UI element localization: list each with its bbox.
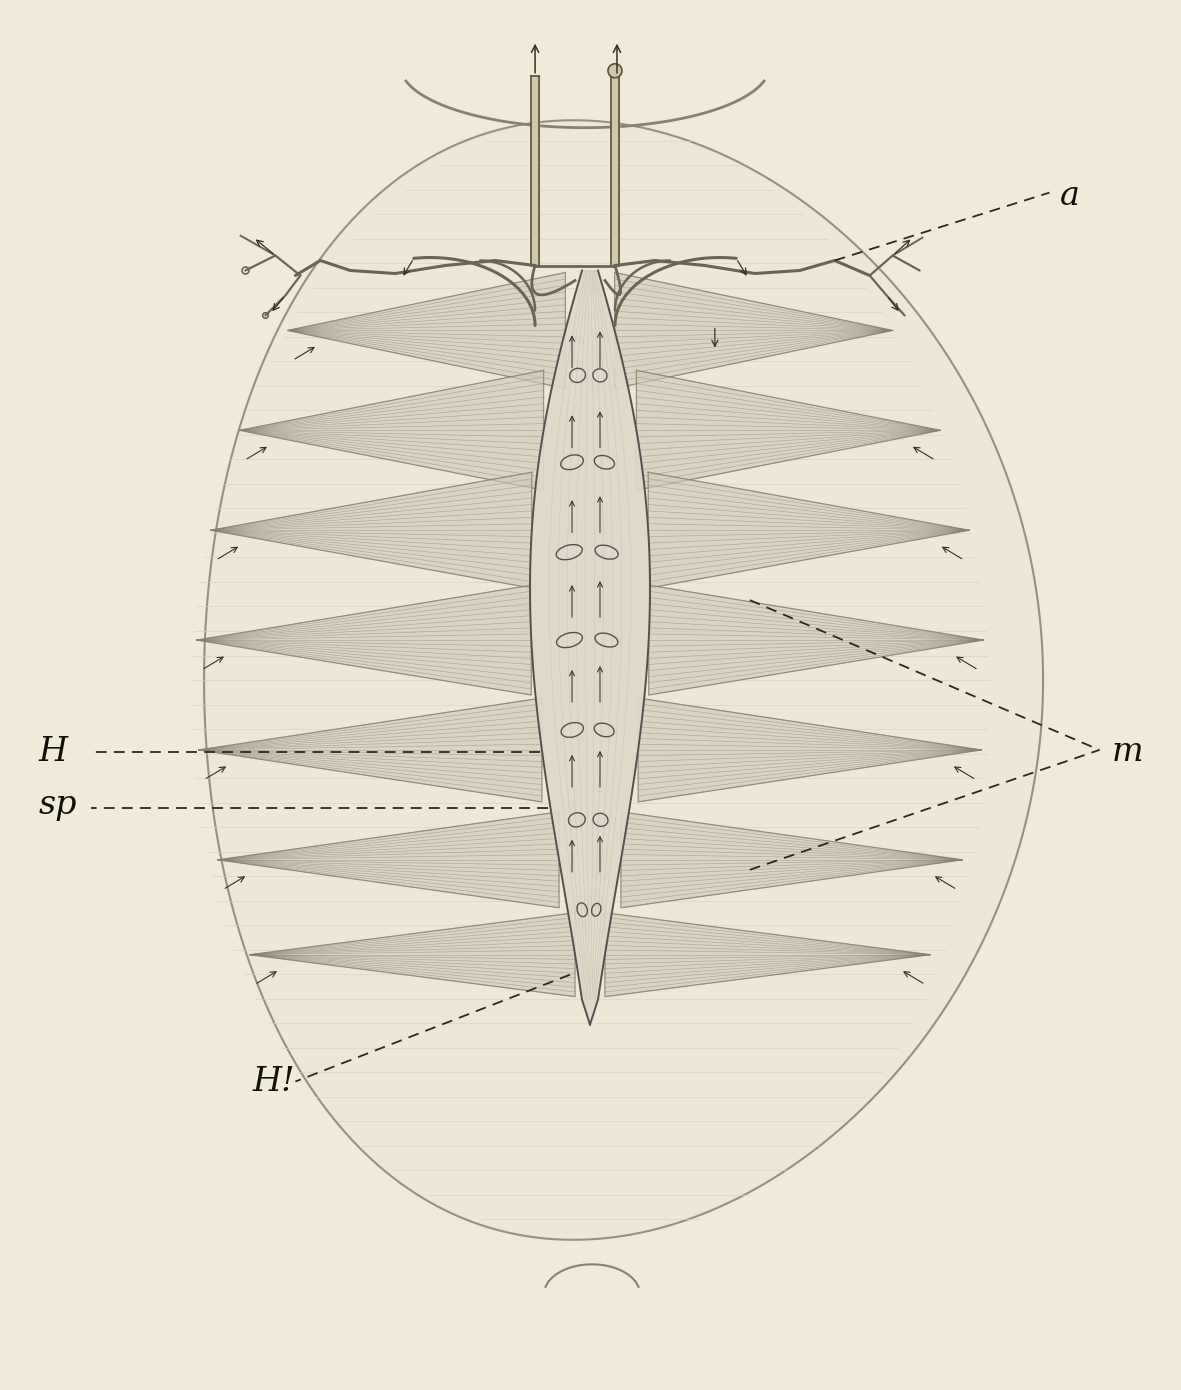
Polygon shape — [648, 585, 984, 695]
Polygon shape — [614, 272, 893, 388]
Text: a: a — [1059, 179, 1079, 211]
Polygon shape — [621, 812, 963, 908]
Circle shape — [608, 64, 622, 78]
Polygon shape — [196, 585, 531, 695]
Polygon shape — [240, 370, 543, 491]
Polygon shape — [531, 75, 539, 265]
Polygon shape — [605, 913, 931, 997]
Polygon shape — [638, 698, 981, 802]
Polygon shape — [198, 698, 542, 802]
Text: H!: H! — [253, 1066, 295, 1098]
Polygon shape — [210, 473, 531, 588]
Polygon shape — [648, 473, 970, 588]
Text: m: m — [1111, 735, 1143, 767]
Polygon shape — [637, 370, 940, 491]
Polygon shape — [217, 812, 559, 908]
Polygon shape — [611, 75, 619, 265]
Polygon shape — [530, 271, 650, 1024]
Polygon shape — [204, 121, 1043, 1240]
Polygon shape — [249, 913, 575, 997]
Polygon shape — [287, 272, 566, 388]
Text: sp: sp — [39, 790, 77, 821]
Text: H: H — [39, 735, 67, 767]
